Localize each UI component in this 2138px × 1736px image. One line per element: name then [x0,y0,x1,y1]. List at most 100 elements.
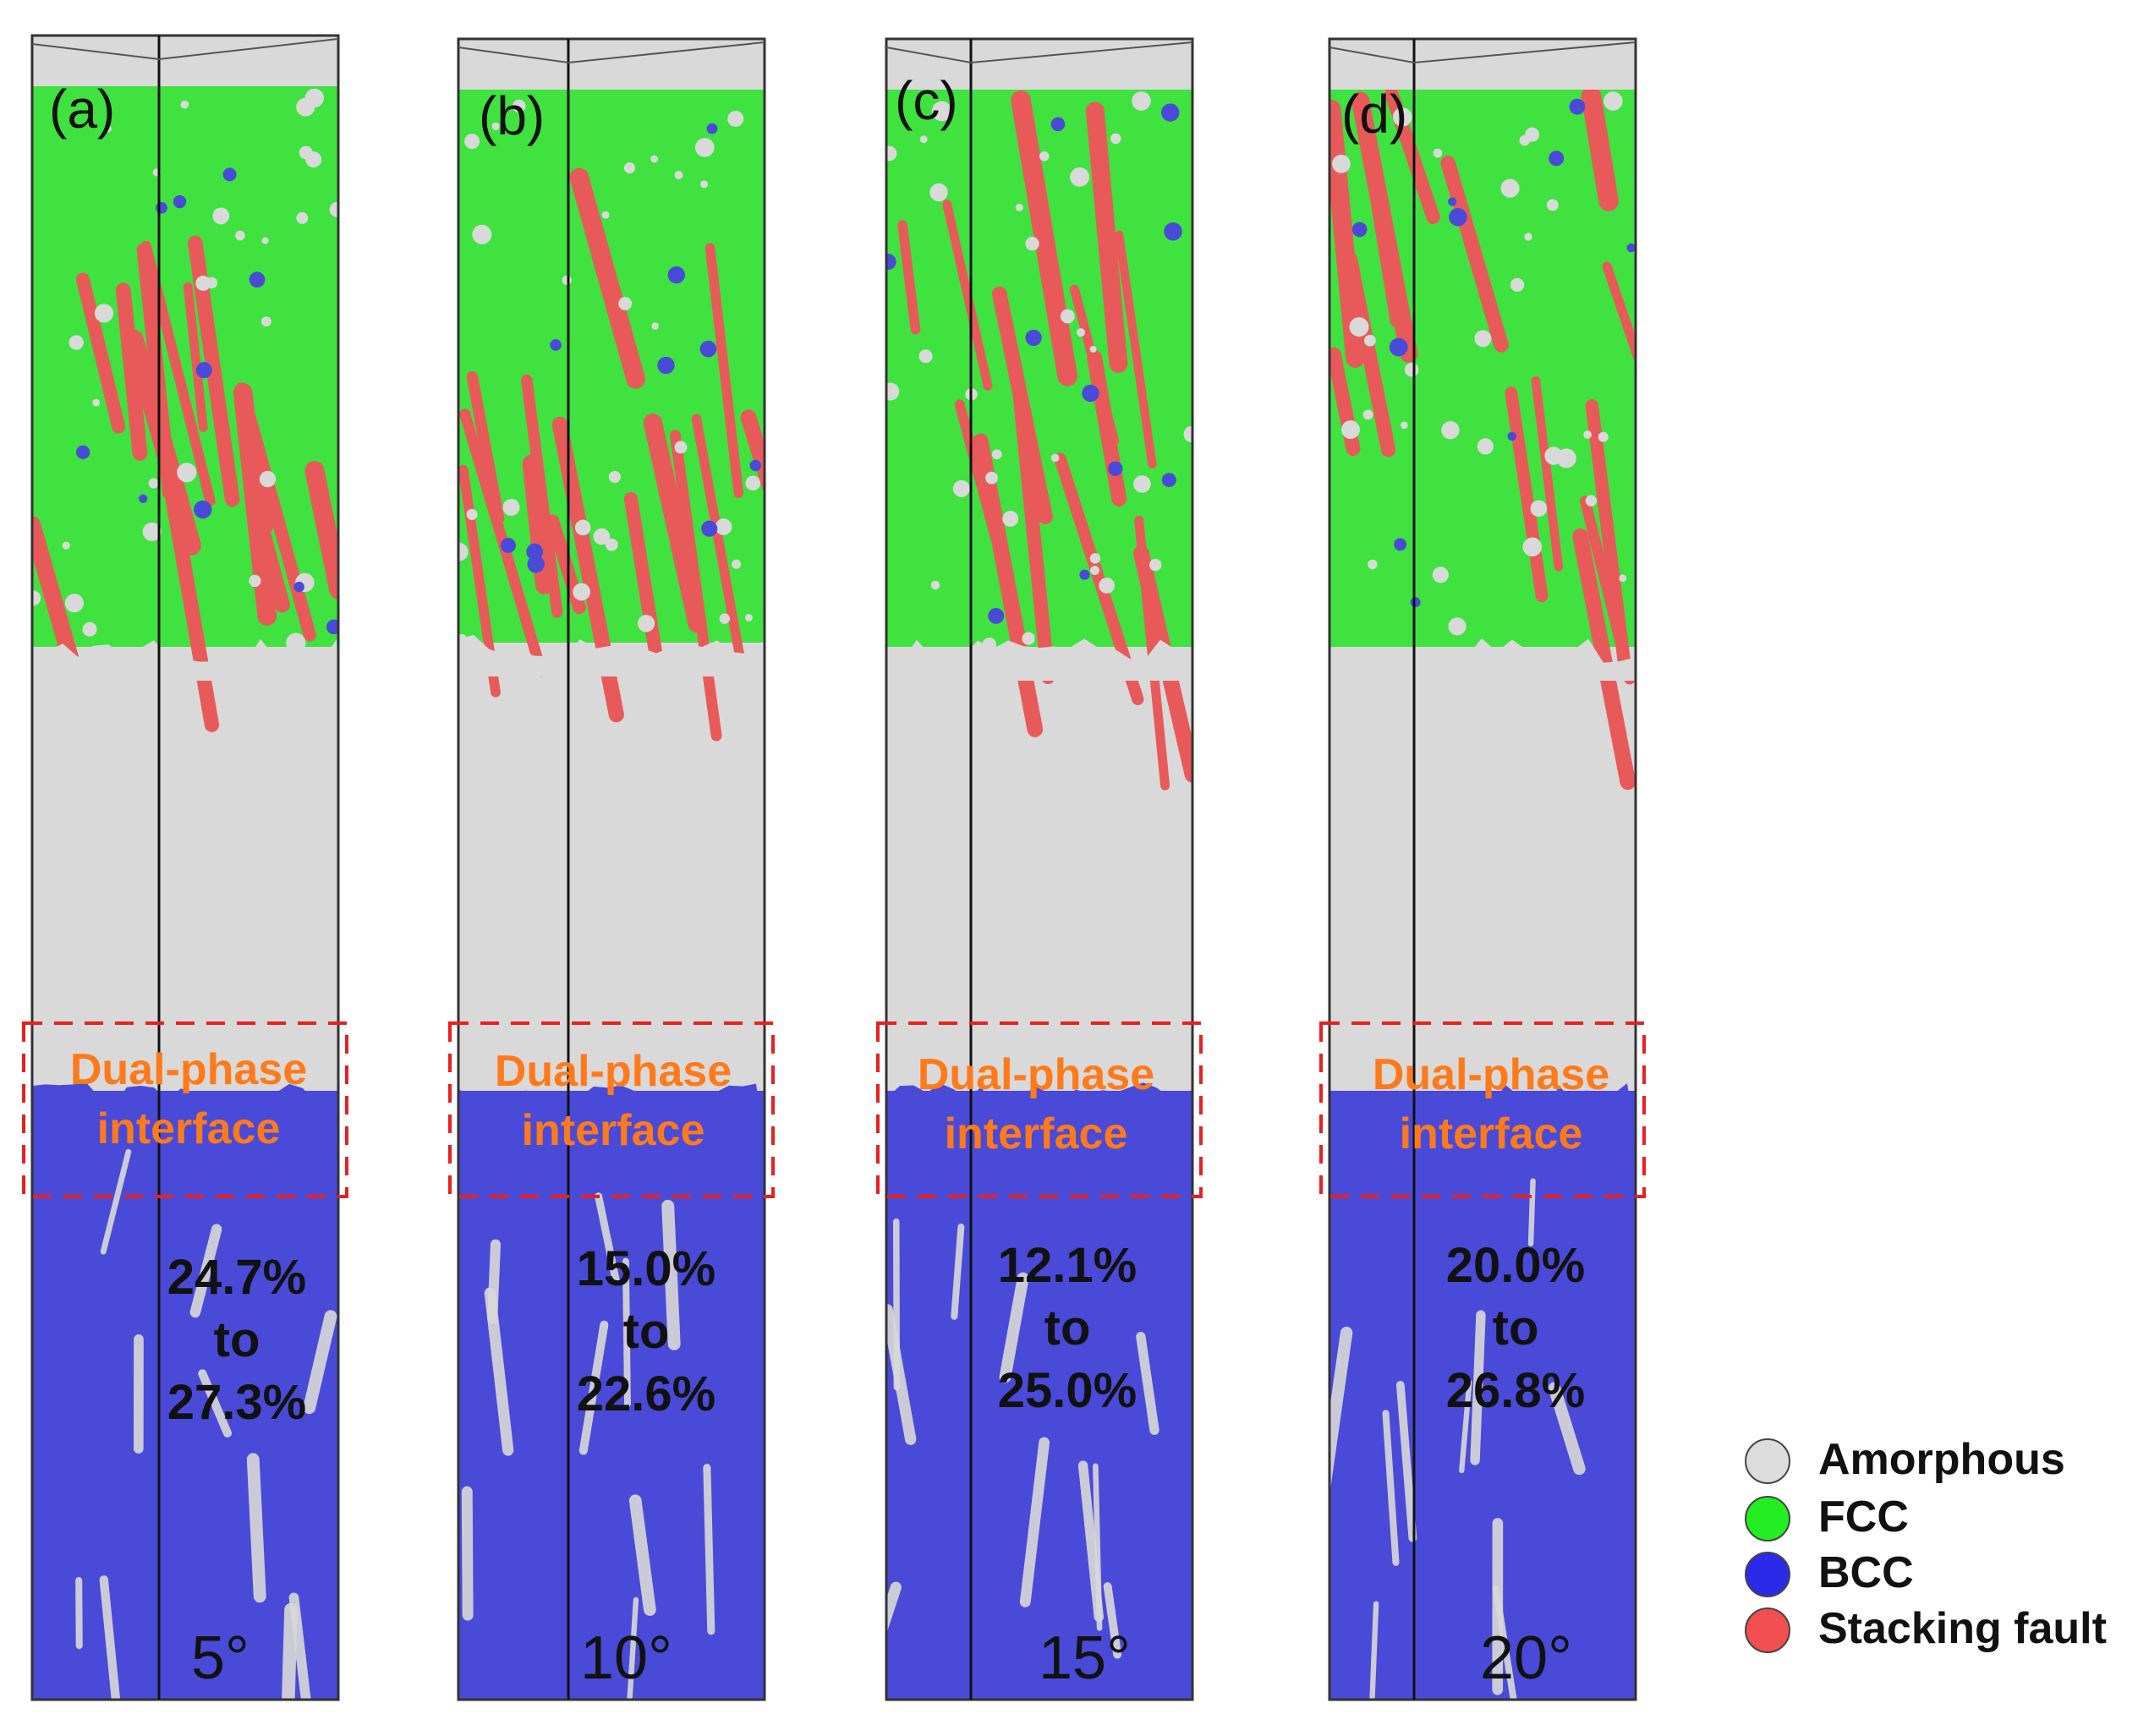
range-from: 12.1% [957,1235,1177,1297]
amorphous-speck [1501,179,1520,198]
amorphous-streak [467,1492,468,1615]
panel-label-d: (d) [1341,83,1407,145]
bcc-speck [1026,330,1042,346]
range-to: to [127,1309,347,1372]
amorphous-speck [594,528,611,545]
amorphous-speck [1604,91,1623,111]
bcc-speck [1390,338,1408,357]
range-to: to [536,1301,756,1363]
amorphous-speck [745,476,760,491]
amorphous-speck [1547,199,1559,211]
amorphous-speck [953,480,970,497]
interface-line2: interface [880,1104,1192,1164]
interface-label-b: Dual-phase interface [457,1042,770,1160]
amorphous-speck [261,238,268,244]
amorphous-speck [573,583,590,601]
amorphous-speck [1441,421,1459,439]
amorphous-speck [985,472,998,485]
amorphous-speck [650,156,658,163]
bcc-speck [657,357,674,374]
range-end: 22.6% [536,1363,756,1426]
amorphous-speck [1510,278,1524,292]
amorphous-speck [1368,560,1377,569]
bcc-speck [668,266,685,283]
amorphous-speck [881,382,899,400]
angle-d: 20° [1480,1624,1572,1693]
legend-label-fcc: FCC [1818,1492,1909,1542]
legend-marker-bcc [1746,1553,1790,1596]
bcc-speck [1570,99,1586,115]
amorphous-speck [1433,567,1449,583]
interface-line2: interface [1335,1104,1647,1164]
amorphous-speck [1051,454,1060,463]
amorphous-speck [992,449,1002,459]
amorphous-speck [1474,330,1491,347]
bcc-speck [156,202,167,214]
amorphous-speck [92,399,100,407]
range-from: 20.0% [1406,1235,1625,1297]
interface-label-d: Dual-phase interface [1335,1045,1647,1164]
panel-label-a: (a) [49,78,115,140]
amorphous-speck [249,575,260,587]
amorphous-speck [1448,617,1466,635]
bcc-speck [988,608,1004,624]
amorphous-speck [305,151,321,167]
bcc-speck [1164,222,1182,241]
bcc-speck [1507,432,1516,441]
amorphous-speck [1110,134,1121,145]
range-b: 15.0% to 22.6% [536,1238,756,1426]
amorphous-speck [1025,237,1039,250]
amorphous-speck [931,581,940,590]
amorphous-speck [65,594,84,612]
range-a: 24.7% to 27.3% [127,1246,347,1434]
amorphous-speck [1586,496,1597,507]
amorphous-speck [149,479,159,489]
amorphous-speck [1349,317,1368,337]
bcc-speck [223,167,237,181]
interface-line1: Dual-phase [880,1045,1192,1104]
range-end: 27.3% [127,1372,347,1434]
amorphous-speck [732,560,741,569]
amorphous-speck [624,162,635,173]
amorphous-speck [95,304,113,322]
bcc-speck [501,538,516,553]
amorphous-speck [1149,559,1162,572]
amorphous-speck [195,276,211,291]
bcc-speck [880,254,896,270]
amorphous-speck [882,146,897,162]
amorphous-speck [1434,149,1443,158]
amorphous-speck [1090,553,1100,563]
bcc-speck [750,460,761,471]
bcc-speck [1411,597,1421,607]
bcc-speck [194,501,211,518]
amorphous-speck [675,441,688,454]
amorphous-speck [502,499,519,516]
bcc-speck [1352,222,1368,238]
range-end: 26.8% [1406,1360,1625,1422]
interface-line1: Dual-phase [1335,1045,1647,1104]
amorphous-speck [1077,328,1085,337]
simulation-column [1321,39,1658,1732]
range-from: 15.0% [536,1238,756,1301]
amorphous-speck [575,520,591,536]
amorphous-speck [63,541,70,549]
amorphous-speck [1061,309,1075,324]
interface-line2: interface [32,1099,345,1158]
amorphous-speck [1070,167,1089,187]
amorphous-speck [467,509,478,520]
amorphous-speck [745,614,753,622]
legend-label-stacking-fault: Stacking fault [1818,1603,2107,1654]
amorphous-speck [1039,151,1050,162]
amorphous-speck [83,622,97,637]
amorphous-speck [618,297,632,310]
bcc-speck [707,123,718,134]
bcc-speck [1051,118,1066,132]
bcc-speck [1082,385,1099,402]
amorphous-speck [1401,422,1408,430]
amorphous-speck [1598,432,1609,442]
amorphous-speck [296,212,308,224]
bcc-speck [196,362,212,378]
amorphous-speck [260,471,276,487]
